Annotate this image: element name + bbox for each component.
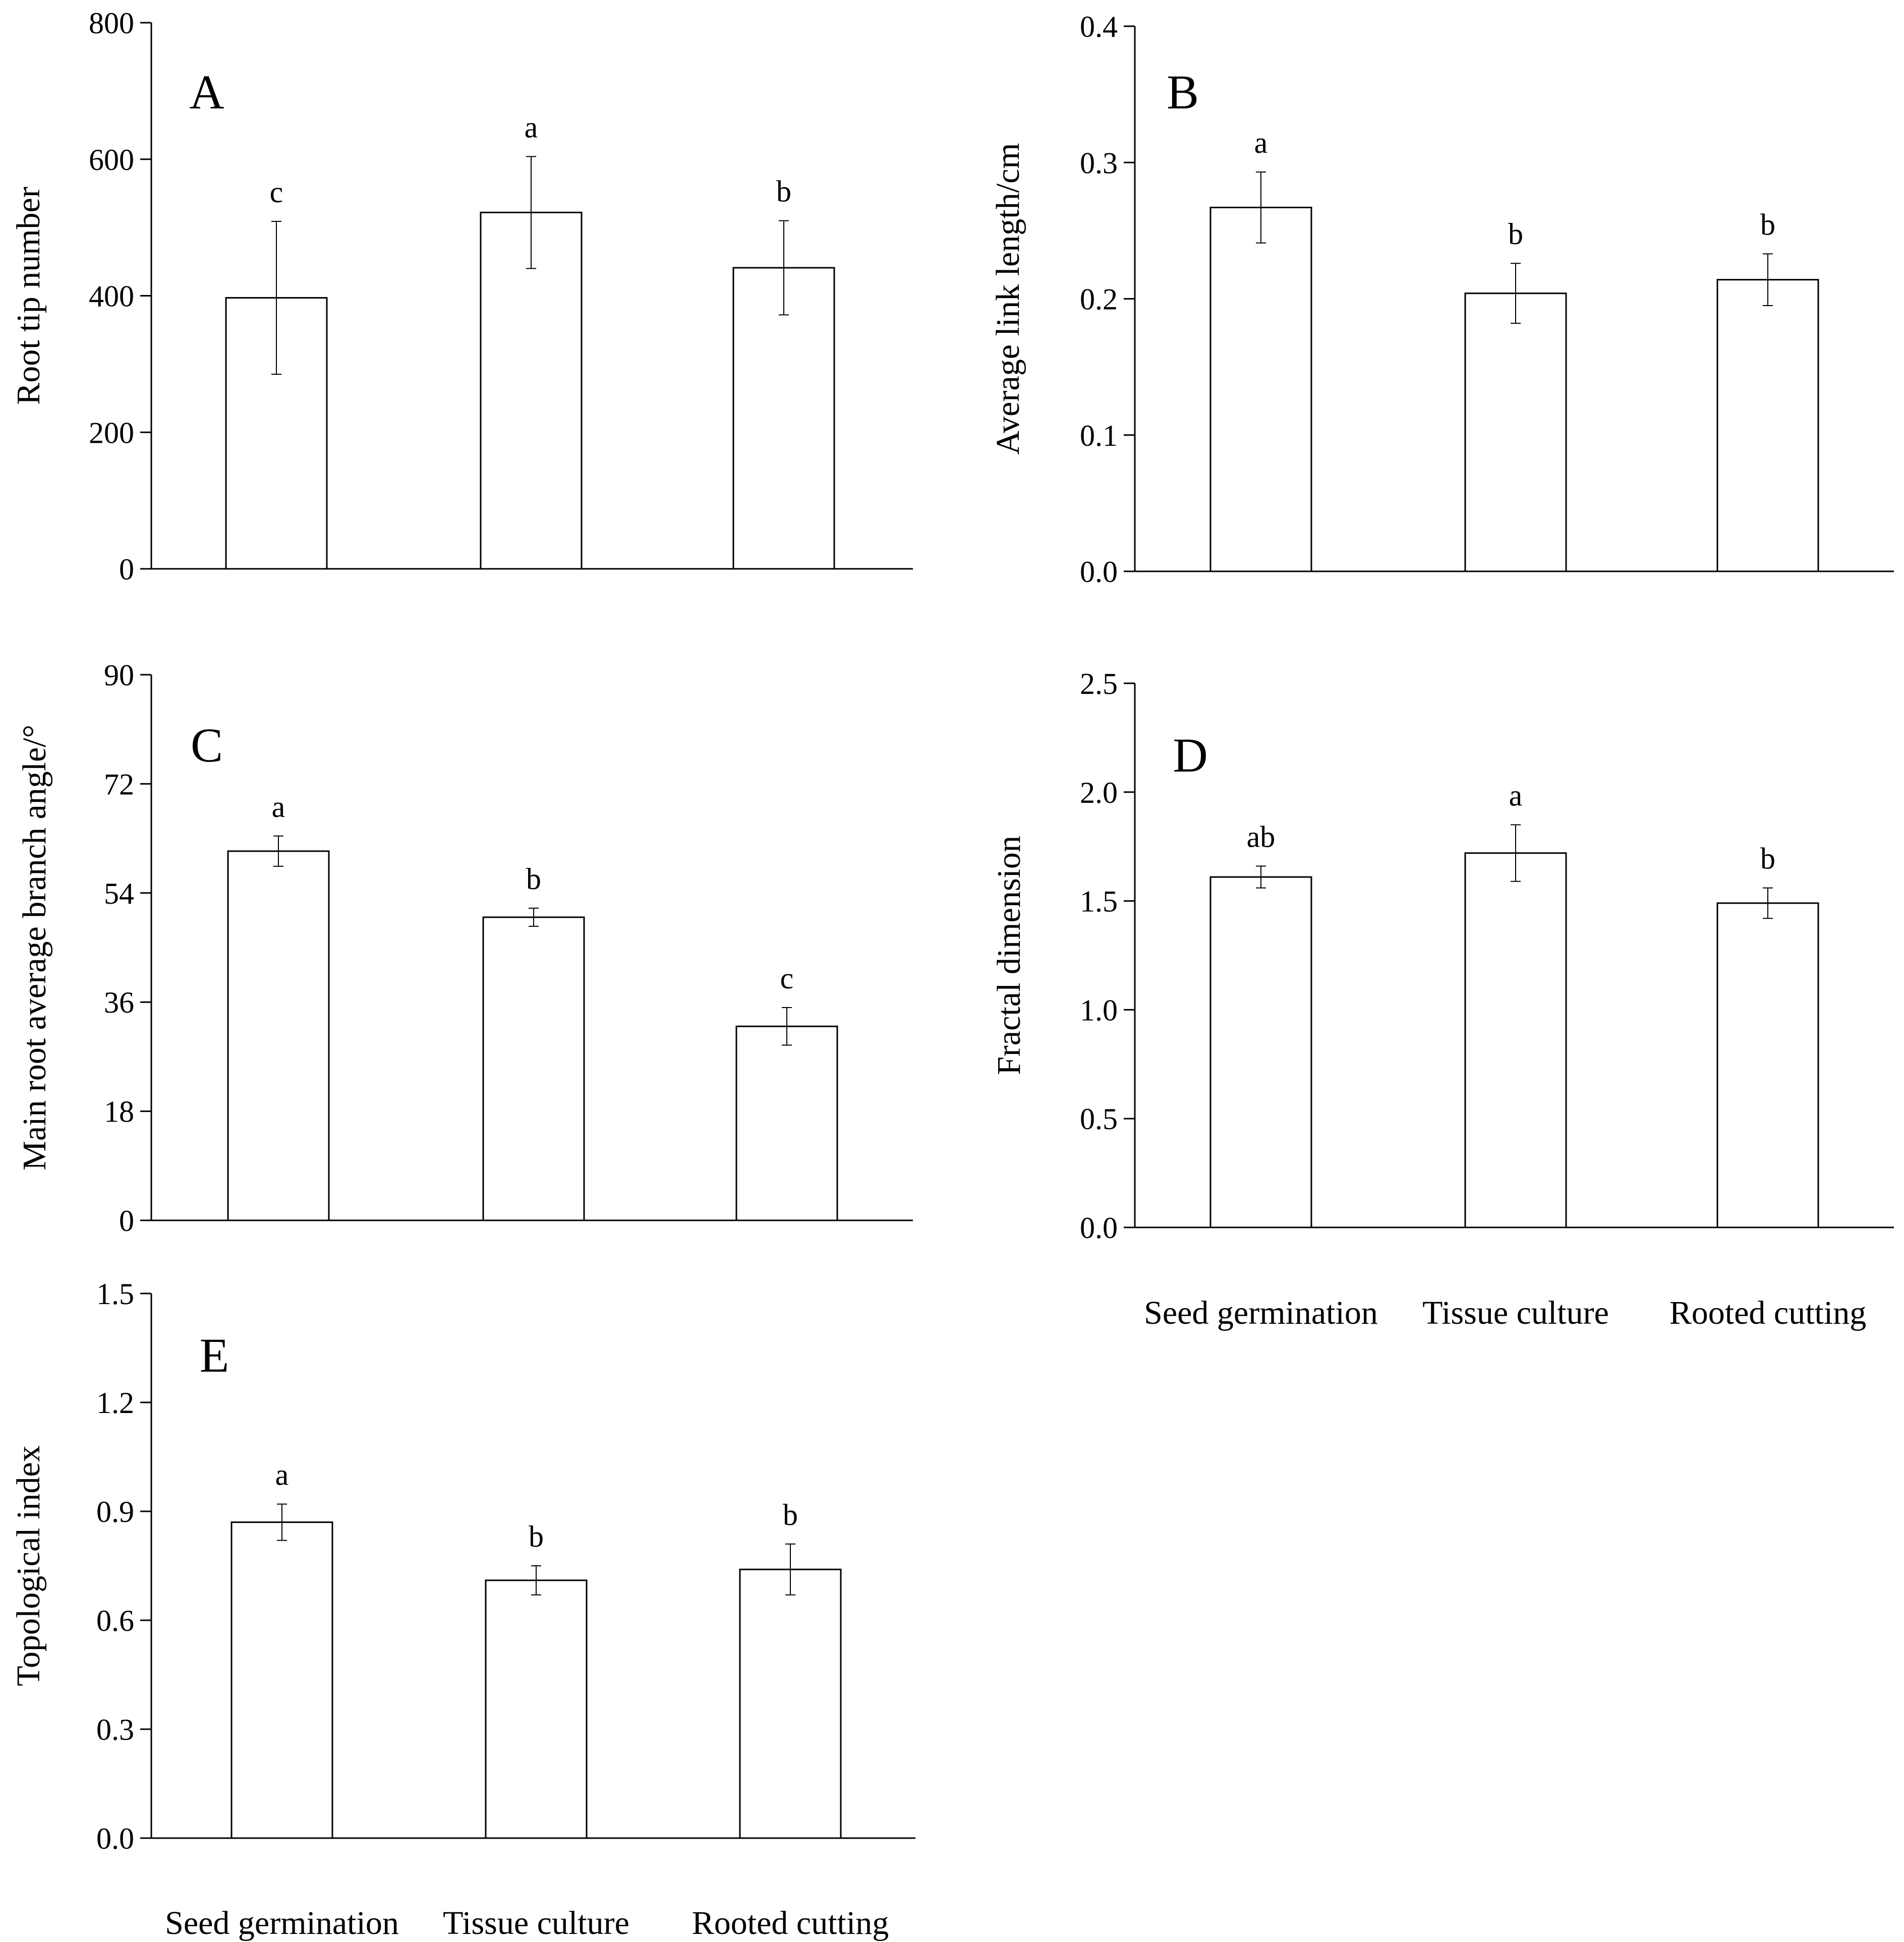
bar [739,1568,842,1839]
y-tick-label: 0.1 [1080,419,1118,452]
y-tick-label: 1.2 [96,1386,134,1420]
significance-letter: ab [1247,820,1276,854]
bar [1209,206,1312,572]
y-tick-label: 18 [104,1095,134,1129]
significance-letter: a [1254,126,1268,159]
y-tick-label: 0.0 [1080,1211,1118,1245]
bar [1716,279,1819,572]
significance-letter: b [776,175,791,208]
y-tick-label: 600 [89,143,134,176]
y-tick-label: 0.5 [1080,1102,1118,1136]
y-tick-label: 54 [104,877,134,910]
y-tick-label: 800 [89,7,134,40]
significance-letter: b [529,1520,544,1553]
y-axis-title: Main root average branch angle/° [16,725,53,1170]
category-label: Tissue culture [1422,1294,1609,1331]
y-tick-label: 1.0 [1080,993,1118,1027]
y-tick-label: 90 [104,659,134,692]
panel-letter: B [1167,65,1199,119]
category-label: Seed germination [1144,1294,1378,1331]
significance-letter: c [270,175,283,209]
bar [1209,876,1312,1228]
bar [1464,852,1567,1228]
y-tick-label: 2.5 [1080,667,1118,700]
panel-letter: C [191,718,223,772]
y-tick-label: 0 [119,553,134,586]
y-tick-label: 36 [104,986,134,1019]
panel-letter: E [200,1328,229,1382]
bar [735,1025,838,1221]
y-tick-label: 0 [119,1204,134,1238]
y-tick-label: 1.5 [1080,885,1118,918]
significance-letter: a [525,110,538,144]
y-axis-title: Topological index [10,1445,47,1686]
y-tick-label: 0.9 [96,1495,134,1528]
panel-letter: D [1173,728,1207,782]
y-tick-label: 0.2 [1080,283,1118,316]
y-axis-title: Average link length/cm [990,143,1026,454]
bar [1716,902,1819,1228]
y-axis-title: Fractal dimension [991,836,1027,1075]
bar [227,850,330,1221]
bar [1464,292,1567,572]
bar [485,1579,588,1839]
significance-letter: b [526,862,541,896]
category-label: Seed germination [165,1905,399,1941]
category-label: Rooted cutting [692,1905,889,1941]
y-axis-title: Root tip number [10,187,47,405]
significance-letter: a [275,1458,289,1492]
y-tick-label: 0.6 [96,1604,134,1637]
y-tick-label: 1.5 [96,1277,134,1311]
category-label: Rooted cutting [1669,1294,1866,1331]
bar [480,211,583,570]
panel-e: 0.0 0.3 0.6 0.9 1.2 1.5 Topological index Ea See… [10,1277,915,1941]
panel-letter: A [189,65,224,119]
bar [230,1521,333,1839]
y-tick-label: 72 [104,768,134,801]
y-tick-label: 0.0 [96,1822,134,1855]
significance-letter: b [783,1498,798,1532]
y-tick-label: 0.0 [1080,555,1118,589]
bar [482,916,585,1221]
panel-c: 0 18 36 54 72 90 Main root average branch angl… [16,659,913,1238]
y-tick-label: 200 [89,416,134,449]
significance-letter: b [1508,217,1523,251]
y-tick-label: 0.3 [96,1713,134,1746]
significance-letter: a [1509,779,1523,812]
panel-a: 0 200 400 600 800 Root tip number Ac a b [10,7,913,586]
significance-letter: a [272,790,285,823]
y-tick-label: 0.4 [1080,10,1118,43]
y-tick-label: 2.0 [1080,776,1118,809]
category-label: Tissue culture [443,1905,629,1941]
significance-letter: c [780,962,794,995]
y-tick-label: 0.3 [1080,146,1118,180]
significance-letter: b [1760,208,1775,241]
panel-b: 0.0 0.1 0.2 0.3 0.4 Average link length/cm Ba b… [990,10,1894,589]
bar [732,267,835,570]
significance-letter: b [1760,842,1775,875]
y-tick-label: 400 [89,280,134,313]
